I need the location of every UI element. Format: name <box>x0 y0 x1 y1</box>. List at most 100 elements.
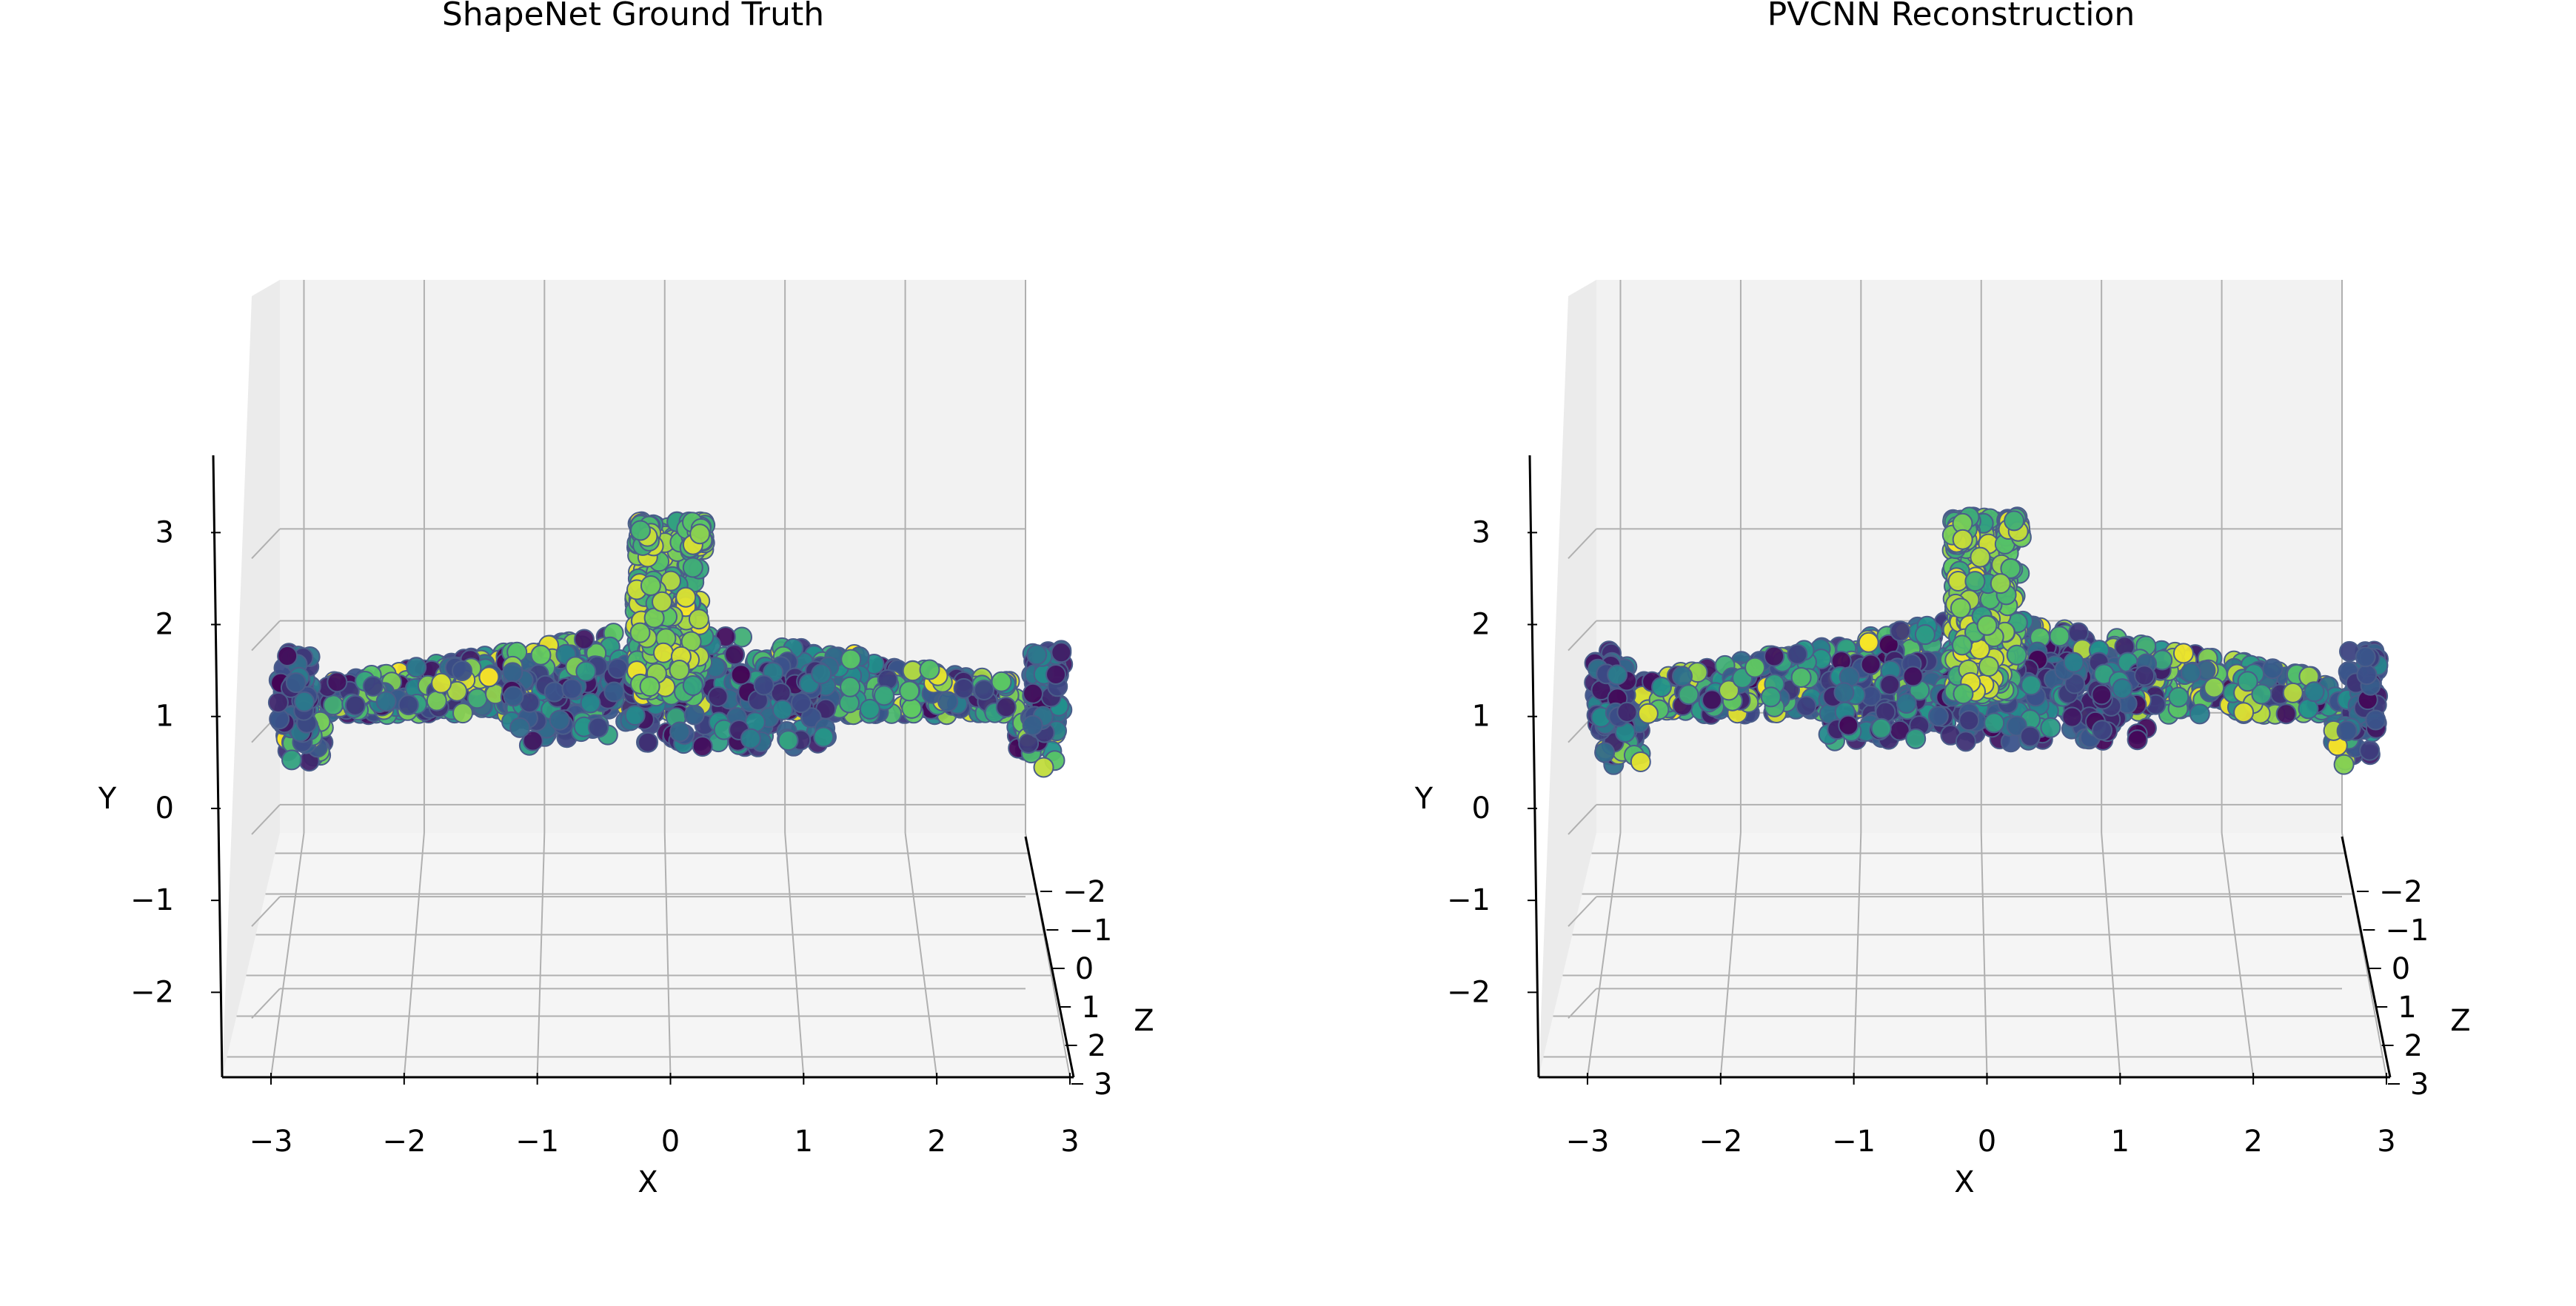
scatter-point <box>1637 703 1659 724</box>
scatter-point <box>629 622 651 643</box>
z-axis-line <box>1024 836 1075 1078</box>
y-tick-label: 0 <box>1472 791 1491 826</box>
scatter-point <box>2237 671 2258 692</box>
scatter-point <box>1879 674 1901 695</box>
z-tick-label: 2 <box>1088 1029 1106 1063</box>
scatter-point <box>2006 644 2027 666</box>
scatter-point <box>1630 751 1651 772</box>
z-tick-label: 0 <box>1075 952 1094 986</box>
scatter-point <box>624 705 646 726</box>
scatter-point <box>2049 626 2070 647</box>
z-tick-label: −1 <box>2385 914 2429 948</box>
scatter-point <box>689 523 711 545</box>
scatter-point <box>2304 681 2325 703</box>
scatter-point <box>1955 731 1976 752</box>
scatter-point <box>840 649 862 670</box>
grid-line <box>536 832 546 1078</box>
z-tick-label: 2 <box>2404 1029 2423 1063</box>
scatter-point <box>653 642 674 663</box>
scatter-point <box>323 694 344 716</box>
scatter-point <box>1970 546 1991 568</box>
z-tick-label: −2 <box>1063 875 1106 909</box>
scatter-point <box>919 659 940 680</box>
scatter-point <box>800 707 822 729</box>
scatter-point <box>1951 634 1973 656</box>
grid-line <box>251 896 281 927</box>
y-tick-label: 3 <box>155 515 174 549</box>
scatter-point <box>1958 710 1980 731</box>
scatter-point <box>327 672 348 693</box>
scatter-point <box>2333 754 2355 775</box>
scatter-point <box>1026 644 1048 666</box>
scatter-point <box>682 557 703 578</box>
scatter-point <box>1744 657 1766 678</box>
scatter-point <box>1978 656 1999 677</box>
x-axis-label: X <box>1954 1165 1974 1199</box>
scatter-point <box>995 697 1017 718</box>
scatter-point <box>772 699 793 720</box>
scatter-point <box>1022 714 1043 736</box>
x-tick-label: 0 <box>661 1125 680 1159</box>
x-tick-label: 0 <box>1978 1125 1996 1159</box>
scatter-point <box>530 644 552 666</box>
scatter-point <box>2127 729 2148 751</box>
y-tick-label: 2 <box>1472 608 1491 642</box>
scatter-point <box>2336 720 2358 742</box>
scatter-point <box>2180 662 2201 683</box>
scatter-point <box>813 726 834 748</box>
scatter-point <box>777 730 799 751</box>
scatter-point <box>452 660 472 681</box>
scatter-point <box>2189 703 2210 725</box>
scatter-point <box>638 731 658 753</box>
scatter-point <box>2134 665 2155 686</box>
scatter-point <box>1838 714 1859 736</box>
grid-line <box>251 528 281 560</box>
scatter-point <box>1594 742 1616 763</box>
grid-line <box>251 804 281 835</box>
x-tick-label: −1 <box>1832 1125 1876 1159</box>
z-tick-label: 3 <box>2410 1068 2429 1102</box>
scatter-point <box>1790 667 1812 688</box>
scatter-point <box>753 674 775 696</box>
grid-line <box>663 832 672 1078</box>
scatter-point <box>1976 615 1998 636</box>
scatter-point <box>1860 654 1881 675</box>
scatter-point <box>549 709 570 731</box>
scatter-point <box>2091 684 2112 706</box>
scatter-point <box>640 575 661 596</box>
scatter-point <box>1607 664 1628 686</box>
scatter-point <box>509 717 531 738</box>
panel-title: ShapeNet Ground Truth <box>442 0 824 33</box>
z-tick-label: −2 <box>2379 875 2423 909</box>
scatter-point <box>543 681 565 703</box>
grid-line <box>270 832 305 1078</box>
scatter-point <box>406 657 427 678</box>
scatter-point <box>1984 712 2005 734</box>
scatter-point <box>426 690 447 711</box>
scatter-point <box>630 520 651 541</box>
x-tick-label: −2 <box>1699 1125 1742 1159</box>
scatter-point <box>1678 684 1699 706</box>
scatter-point <box>1033 757 1054 778</box>
grid-line <box>251 620 281 652</box>
scatter-point <box>2061 706 2083 728</box>
z-axis-label: Z <box>1134 1004 1154 1038</box>
scatter-point <box>2275 703 2297 725</box>
scatter-point <box>362 675 384 697</box>
grid-line <box>784 832 805 1078</box>
scatter-point <box>1672 666 1693 687</box>
scatter-point <box>1787 643 1808 665</box>
y-tick-label: 2 <box>155 608 174 642</box>
scatter-point <box>2021 674 2042 696</box>
scatter-point <box>2262 658 2284 680</box>
x-tick-label: 1 <box>794 1125 813 1159</box>
floor-pane <box>222 833 1070 1077</box>
scatter-point <box>2063 652 2084 673</box>
scatter-point <box>1046 664 1066 685</box>
z-tick-label: 1 <box>2398 991 2416 1025</box>
scatter-point <box>1651 677 1672 697</box>
scatter-point <box>466 688 488 709</box>
scatter-point <box>1760 686 1782 708</box>
y-tick-label: −2 <box>1447 975 1491 1009</box>
gt-panel: ShapeNet Ground Truth −3 −2 −1 0 1 2 3 −2 −1 0 1 2 3… <box>98 0 1154 1199</box>
